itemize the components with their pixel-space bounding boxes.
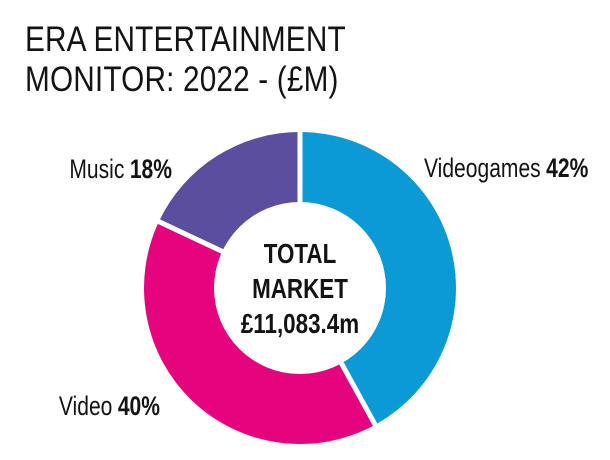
label-music: Music 18%	[61, 155, 172, 183]
center-label-amount: £11,083.4m	[240, 308, 360, 339]
chart-title-line2: MONITOR: 2022 - (£M)	[25, 60, 339, 99]
label-video-name: Video	[58, 391, 113, 421]
label-video-pct: 40%	[117, 391, 160, 421]
chart-title-line1: ERA ENTERTAINMENT	[25, 20, 346, 59]
center-label-line2: MARKET	[252, 273, 348, 304]
label-music-pct: 18%	[129, 154, 172, 184]
donut-chart	[144, 130, 456, 444]
label-video: Video 40%	[51, 392, 160, 420]
label-videogames: Videogames 42%	[424, 154, 588, 182]
label-videogames-name: Videogames	[424, 153, 541, 183]
donut-center-label: TOTAL MARKET £11,083.4m	[212, 236, 388, 341]
center-label-line1: TOTAL	[263, 238, 337, 269]
donut-hole	[214, 202, 386, 374]
label-videogames-pct: 42%	[546, 153, 589, 183]
label-music-name: Music	[69, 154, 125, 184]
chart-title: ERA ENTERTAINMENT MONITOR: 2022 - (£M)	[25, 20, 346, 100]
